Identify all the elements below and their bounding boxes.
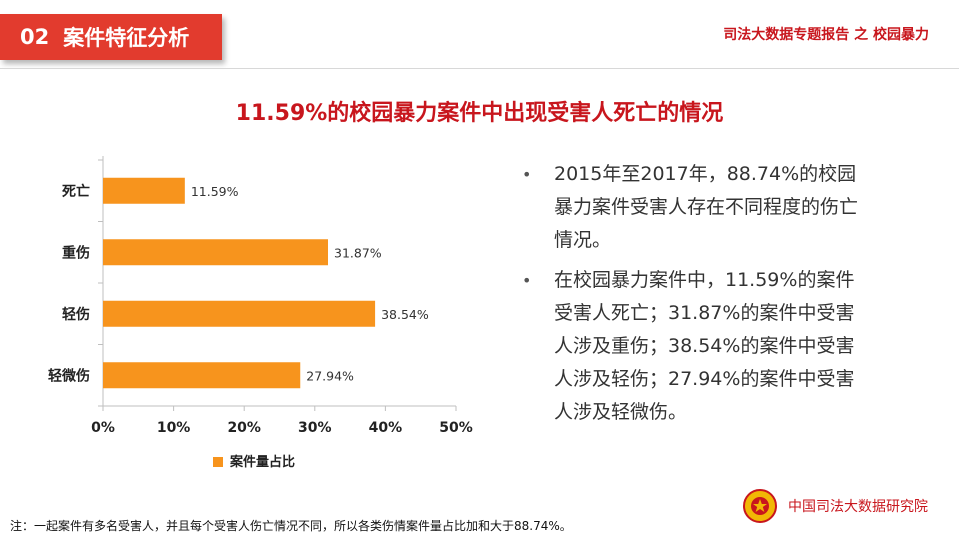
data-label: 38.54% [381,307,429,322]
bar [103,300,376,327]
x-tick-label: 0% [91,420,115,436]
bullet-marker: • [522,165,532,184]
y-tick-label: 重伤 [62,244,90,261]
bullet-item: • 2015年至2017年，88.74%的校园暴力案件受害人存在不同程度的伤亡情… [522,158,872,257]
section-title: 案件特征分析 [63,26,190,50]
data-label: 31.87% [334,245,382,260]
x-tick-label: 10% [157,420,191,436]
section-number: 02 [20,25,50,49]
x-tick-label: 30% [298,420,332,436]
footnote: 注：一起案件有多名受害人，并且每个受害人伤亡情况不同，所以各类伤情案件量占比加和… [10,519,572,533]
x-tick-label: 40% [369,420,403,436]
bullet-text: 在校园暴力案件中，11.59%的案件受害人死亡；31.87%的案件中受害人涉及重… [554,269,855,423]
bullet-text: 2015年至2017年，88.74%的校园暴力案件受害人存在不同程度的伤亡情况。 [554,163,859,251]
x-tick-label: 20% [227,420,261,436]
bar [103,362,301,389]
slide-headline: 11.59%的校园暴力案件中出现受害人死亡的情况 [235,101,724,126]
data-label: 11.59% [191,184,239,199]
injury-ratio-bar-chart: 死亡 11.59% 重伤 31.87% 轻伤 38.54% 轻微伤 27.94% 0% 10% 20… [48,156,473,470]
bullet-marker: • [522,271,532,290]
y-tick-label: 死亡 [61,183,90,200]
bar [103,239,329,266]
bar [103,177,185,204]
y-tick-label: 轻伤 [62,306,90,323]
institute-name: 中国司法大数据研究院 [788,499,928,515]
data-label: 27.94% [306,368,354,383]
section-tab: 02 案件特征分析 [0,14,222,60]
report-title: 司法大数据专题报告 之 校园暴力 [723,27,929,43]
bullet-item: • 在校园暴力案件中，11.59%的案件受害人死亡；31.87%的案件中受害人涉… [522,264,872,429]
court-emblem-icon [743,489,777,523]
y-tick-label: 轻微伤 [48,367,90,384]
header-divider [0,68,959,69]
legend-swatch [213,457,223,467]
legend-label: 案件量占比 [229,454,295,470]
summary-bullets: • 2015年至2017年，88.74%的校园暴力案件受害人存在不同程度的伤亡情… [522,158,872,436]
x-tick-label: 50% [439,420,473,436]
